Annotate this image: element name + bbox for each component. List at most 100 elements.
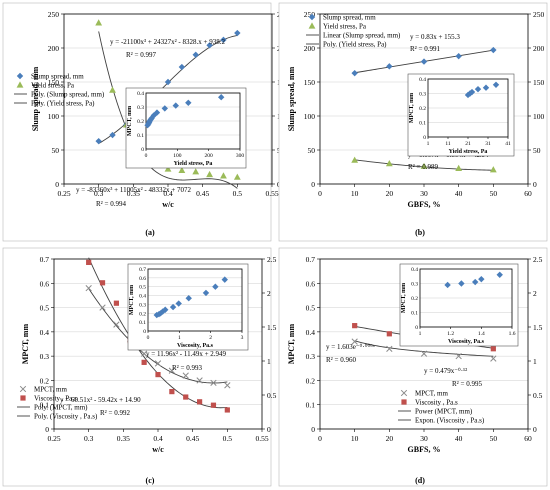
x-tick-label: 0.5 — [233, 189, 243, 198]
inset-x-axis-label: Viscosity, Pa.s — [448, 339, 485, 345]
inset-y-tick-label: 0.1 — [137, 133, 144, 139]
y-tick-label: 150 — [48, 78, 60, 87]
x-axis-label: GBFS, % — [408, 200, 441, 209]
inset-x-axis-label: Yield stress, Pa — [449, 149, 488, 155]
inset-data-point — [162, 306, 169, 313]
x-tick-label: 60 — [524, 434, 532, 443]
y-tick-label: 0.6 — [306, 279, 316, 288]
data-point — [141, 359, 147, 365]
inset-y-tick-label: 0.7 — [139, 267, 146, 273]
r-squared-label: R² = 0.960 — [326, 356, 356, 364]
inset-y-tick-label: 0.6 — [139, 276, 146, 282]
y-tick-label: 0.5 — [40, 304, 50, 313]
r-squared-label: R² = 0.997 — [126, 51, 156, 59]
y-tick-label: 0.7 — [40, 255, 50, 264]
legend-marker — [308, 13, 316, 21]
inset-plot-area — [147, 268, 243, 332]
y-tick-label: 0.2 — [40, 376, 50, 385]
y-tick-label: 0.1 — [306, 401, 316, 410]
panel-label: (c) — [146, 476, 155, 485]
x-tick-label: 30 — [420, 434, 428, 443]
data-point — [164, 165, 172, 172]
trendline — [354, 340, 494, 357]
data-point — [95, 137, 102, 145]
y-tick-label: 200 — [304, 44, 316, 53]
y2-tick-label: 2.5 — [533, 255, 543, 264]
data-point — [233, 173, 241, 180]
panel-label: (a) — [145, 228, 155, 237]
y-tick-label: 0.1 — [40, 401, 50, 410]
inset-y-tick-label: 0.1 — [419, 121, 426, 127]
inset-data-point — [212, 283, 219, 290]
inset-data-point — [458, 280, 465, 287]
y2-tick-label: 0.5 — [533, 391, 543, 400]
x-tick-label: 0.55 — [255, 434, 268, 443]
data-point — [210, 379, 217, 387]
inset-x-tick-label: 2 — [209, 335, 212, 341]
data-point — [192, 168, 200, 175]
y-tick-label: 0 — [45, 425, 49, 434]
y-tick-label: 0.7 — [306, 255, 316, 264]
inset-x-tick-label: 1 — [427, 141, 430, 147]
data-point — [109, 86, 116, 93]
legend-marker — [400, 389, 408, 397]
r-squared-label: R² = 0.991 — [410, 45, 440, 53]
data-point — [224, 407, 230, 413]
data-point — [224, 382, 231, 389]
legend-marker — [16, 72, 24, 80]
y-axis-label: Slump spread, mm — [287, 66, 296, 131]
inset-data-point — [202, 289, 210, 297]
inset-data-point — [153, 109, 161, 116]
trend-equation: y = 0.479x⁻⁰·¹² — [424, 367, 467, 375]
inset-y-tick-label: 0.5 — [139, 285, 146, 291]
inset-y-tick-label: 0.2 — [139, 311, 146, 317]
data-point — [169, 389, 175, 395]
inset-x-tick-label: 300 — [236, 153, 245, 159]
inset-data-point — [221, 276, 228, 283]
data-point — [164, 78, 172, 86]
inset-x-axis-label: Viscosity, Pa.s — [177, 343, 214, 349]
y-tick-label: 0.3 — [40, 352, 50, 361]
x-tick-label: 10 — [351, 434, 359, 443]
inset-data-point — [444, 281, 451, 289]
panel-label: (b) — [415, 228, 425, 237]
y2-tick-label: 100 — [533, 112, 545, 121]
data-point — [140, 350, 148, 357]
legend-entry: Linear (Slump spread, mm) — [323, 32, 401, 40]
data-point — [206, 42, 213, 49]
inset-x-tick-label: 1 — [178, 335, 181, 341]
data-point — [455, 352, 462, 360]
inset-y-tick-label: 0.2 — [411, 296, 418, 302]
legend-marker — [16, 81, 24, 88]
y2-tick-label: 1.5 — [533, 323, 543, 332]
inset-x-tick-label: 41 — [505, 141, 511, 147]
legend-marker — [401, 399, 407, 405]
inset-y-tick-label: 0.3 — [139, 302, 146, 308]
trend-equation: y = 11.96x² - 11.49x + 2.949 — [146, 350, 227, 358]
data-point — [455, 164, 463, 171]
inset-data-point — [175, 300, 182, 307]
trendline — [88, 288, 228, 384]
data-point — [210, 402, 217, 408]
chart-panel-a: 0501001502002500501001502002500.250.30.3… — [2, 2, 306, 242]
data-point — [490, 346, 496, 352]
y-tick-label: 0.6 — [40, 279, 50, 288]
data-point — [86, 259, 92, 265]
data-point — [420, 58, 428, 65]
trend-equation: y = -21100x³ + 24327x² - 8328.x + 938.2 — [110, 38, 225, 46]
r-squared-label: R² = 0.989 — [408, 163, 438, 171]
data-point — [154, 360, 162, 367]
inset-y-tick-label: 0.3 — [137, 105, 144, 111]
data-point — [351, 338, 358, 345]
x-tick-label: 40 — [455, 189, 463, 198]
plot-area — [319, 13, 529, 185]
data-point — [109, 131, 116, 139]
inset-y-tick-label: 0.2 — [419, 106, 426, 112]
inset-data-point — [478, 275, 485, 283]
y2-tick-label: 1 — [267, 357, 271, 366]
data-point — [220, 36, 227, 44]
x-tick-label: 20 — [386, 189, 394, 198]
inset-data-point — [185, 295, 192, 302]
plot-area — [319, 258, 529, 430]
